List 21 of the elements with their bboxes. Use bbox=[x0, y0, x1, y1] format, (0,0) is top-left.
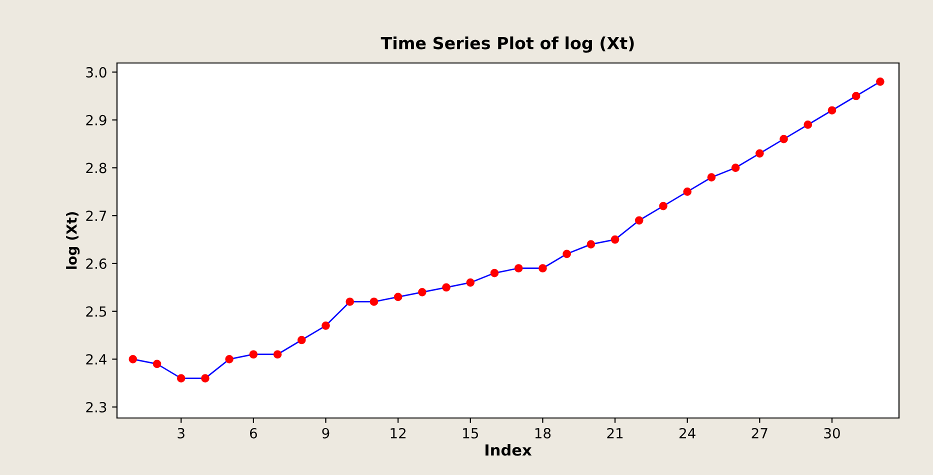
x-axis-title: Index bbox=[486, 444, 532, 456]
y-tick-label: 2.7 bbox=[86, 210, 106, 221]
x-tick-label: 6 bbox=[250, 428, 257, 438]
x-tick-label: 27 bbox=[752, 428, 768, 438]
x-tick-label: 30 bbox=[824, 428, 840, 438]
y-tick-label: 2.4 bbox=[86, 354, 106, 364]
x-tick-label: 3 bbox=[178, 428, 184, 438]
x-tick-label: 15 bbox=[463, 428, 478, 438]
y-axis-title: log (Xt) bbox=[66, 212, 80, 269]
x-tick-label: 24 bbox=[680, 428, 696, 438]
y-tick-label: 2.5 bbox=[86, 306, 106, 317]
x-tick-label: 9 bbox=[322, 428, 330, 438]
x-tick-label: 18 bbox=[535, 428, 551, 438]
chart-title: Time Series Plot of log (Xt) bbox=[380, 36, 634, 53]
y-tick-label: 3.0 bbox=[86, 67, 106, 78]
y-tick-label: 2.3 bbox=[86, 402, 106, 412]
x-tick-label: 12 bbox=[390, 428, 406, 438]
y-tick-label: 2.8 bbox=[86, 162, 106, 174]
y-tick-label: 2.9 bbox=[86, 114, 106, 126]
x-tick-label: 21 bbox=[607, 428, 623, 438]
y-tick-label: 2.6 bbox=[86, 258, 106, 269]
